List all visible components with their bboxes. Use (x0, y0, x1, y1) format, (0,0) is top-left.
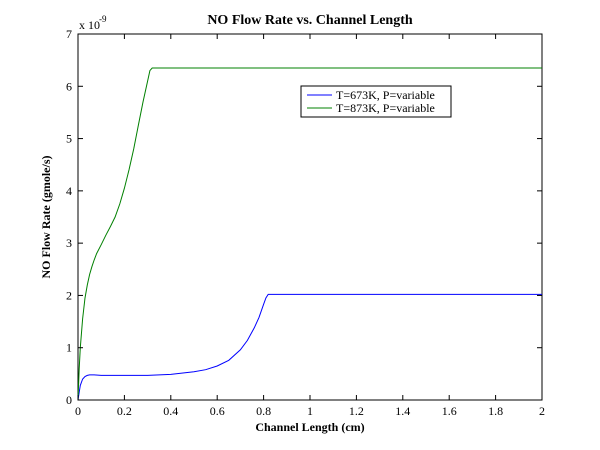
y-tick-label: 7 (66, 27, 72, 41)
legend-box (300, 85, 452, 118)
x-tick-label: 1.6 (442, 404, 457, 418)
y-multiplier-exponent: -9 (99, 14, 107, 24)
x-tick-label: 2 (539, 404, 545, 418)
y-tick-label: 0 (66, 393, 72, 407)
y-tick-label: 3 (66, 236, 72, 250)
x-tick-label: 0.4 (163, 404, 178, 418)
ticks-layer: 0 0.2 0.4 0.6 0.8 1 1.2 1.4 1.6 1.8 2 0 1 2 3 4 5 6 7 (66, 27, 545, 418)
legend-label-873k: T=873K, P=variable (336, 101, 435, 115)
legend-label-673k: T=673K, P=variable (336, 88, 435, 102)
x-tick-label: 1.8 (488, 404, 503, 418)
x-tick-label: 0.2 (117, 404, 132, 418)
y-axis-label: NO Flow Rate (gmole/s) (39, 156, 53, 279)
y-multiplier: x 10 -9 (79, 14, 107, 32)
x-tick-label: 0 (75, 404, 81, 418)
series-line-1 (77, 67, 542, 401)
x-axis-label: Channel Length (cm) (255, 420, 364, 434)
x-tick-label: 1.2 (349, 404, 364, 418)
series-layer (77, 67, 542, 401)
y-multiplier-base: x 10 (79, 18, 100, 32)
y-tick-label: 4 (66, 184, 72, 198)
x-tick-label: 0.8 (256, 404, 271, 418)
legend: T=673K, P=variable T=873K, P=variable (300, 85, 452, 118)
chart-title: NO Flow Rate vs. Channel Length (207, 13, 413, 28)
y-tick-label: 1 (66, 341, 72, 355)
series-line-0 (77, 293, 542, 401)
y-tick-label: 5 (66, 132, 72, 146)
y-tick-label: 6 (66, 79, 72, 93)
x-tick-label: 1 (307, 404, 313, 418)
x-tick-label: 1.4 (395, 404, 410, 418)
y-tick-label: 2 (66, 288, 72, 302)
x-tick-label: 0.6 (210, 404, 225, 418)
